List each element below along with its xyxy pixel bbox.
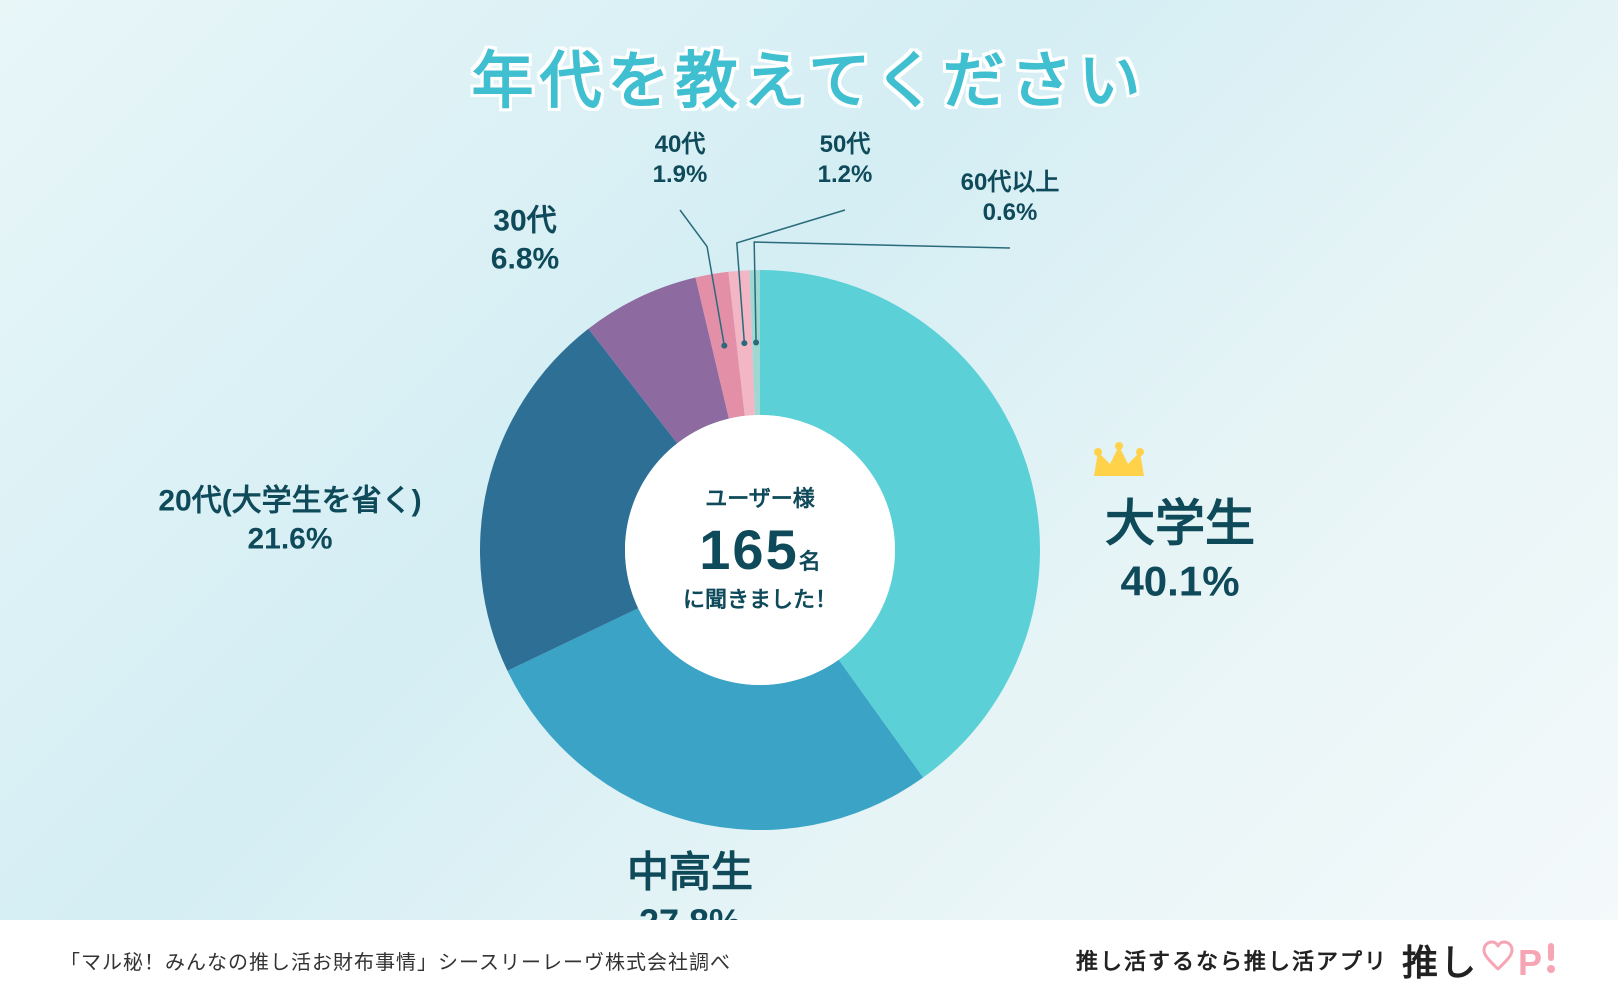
logo-heart-icon [1480, 939, 1516, 975]
logo-exclaim-icon [1544, 939, 1558, 975]
leader-dot-40s [721, 343, 727, 349]
label-pct-30s: 6.8% [491, 240, 559, 278]
label-40s: 40代1.9% [653, 130, 708, 190]
center-number-suffix: 名 [799, 549, 821, 574]
footer-source: 「マル秘！みんなの推し活お財布事情」シースリーレーヴ株式会社調べ [60, 946, 731, 975]
label-text-60s: 60代以上 [961, 168, 1060, 198]
label-20s: 20代(大学生を省く)21.6% [158, 483, 421, 558]
label-text-50s: 50代 [818, 130, 873, 160]
label-30s: 30代6.8% [491, 203, 559, 278]
label-pct-60s: 0.6% [961, 198, 1060, 228]
center-line2: 165名 [683, 514, 837, 587]
label-pct-50s: 1.2% [818, 160, 873, 190]
center-line1: ユーザー様 [683, 485, 837, 514]
label-text-daigakusei: 大学生 [1105, 493, 1255, 556]
footer-logo: 推し P [1402, 934, 1558, 986]
page-title: 年代を教えてください [0, 30, 1618, 120]
donut-chart: ユーザー様 165名 に聞きました！ 大学生40.1%中高生27.8%20代(大… [0, 120, 1618, 910]
label-text-30s: 30代 [491, 203, 559, 241]
label-text-chukosei: 中高生 [627, 846, 753, 899]
crown-icon [1090, 440, 1148, 482]
donut-center-text: ユーザー様 165名 に聞きました！ [683, 485, 837, 615]
leader-dot-50s [741, 340, 747, 346]
footer: 「マル秘！みんなの推し活お財布事情」シースリーレーヴ株式会社調べ 推し活するなら… [0, 920, 1618, 1000]
label-text-20s: 20代(大学生を省く) [158, 483, 421, 521]
footer-right: 推し活するなら推し活アプリ 推し P [1076, 934, 1558, 986]
label-text-40s: 40代 [653, 130, 708, 160]
label-daigakusei: 大学生40.1% [1105, 493, 1255, 608]
label-50s: 50代1.2% [818, 130, 873, 190]
label-60s: 60代以上0.6% [961, 168, 1060, 228]
label-pct-20s: 21.6% [158, 520, 421, 558]
center-number: 165 [699, 518, 798, 581]
logo-jp: 推し [1402, 934, 1478, 986]
center-line3: に聞きました！ [683, 586, 837, 615]
footer-tagline: 推し活するなら推し活アプリ [1076, 944, 1388, 976]
label-pct-40s: 1.9% [653, 160, 708, 190]
leader-dot-60s [753, 340, 759, 346]
logo-p: P [1518, 942, 1542, 984]
label-pct-daigakusei: 40.1% [1105, 555, 1255, 608]
